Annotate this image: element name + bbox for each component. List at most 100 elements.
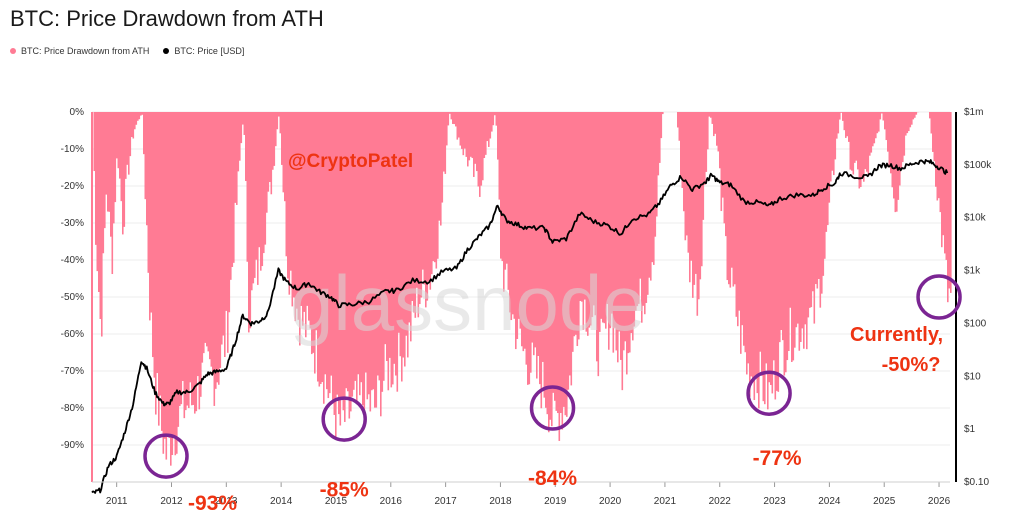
- price-line-layer: [91, 159, 949, 494]
- y-left-tick-label: -70%: [61, 366, 84, 377]
- drawdown-bar: [477, 112, 480, 187]
- drawdown-bar: [299, 112, 301, 346]
- drawdown-bar: [645, 112, 648, 303]
- drawdown-bar: [293, 112, 295, 298]
- drawdown-bar: [393, 112, 396, 364]
- drawdown-bar: [863, 112, 865, 182]
- drawdown-bar: [371, 112, 373, 391]
- drawdown-bar: [311, 112, 313, 355]
- drawdown-bar: [842, 112, 844, 121]
- drawdown-bar: [236, 112, 238, 205]
- drawdown-bar: [876, 112, 879, 134]
- drawdown-bar: [915, 112, 918, 115]
- drawdown-bar: [473, 112, 475, 177]
- drawdown-bar: [641, 112, 643, 323]
- drawdown-bar: [197, 112, 199, 377]
- drawdown-bar: [117, 112, 120, 169]
- drawdown-bar: [152, 112, 154, 358]
- drawdown-bar: [552, 112, 555, 393]
- drawdown-bar: [471, 112, 474, 159]
- drawdown-bar: [266, 112, 268, 213]
- drawdown-bar: [711, 112, 714, 124]
- drawdown-bar: [701, 112, 703, 267]
- drawdown-bar: [326, 112, 328, 390]
- drawdown-bar: [807, 112, 810, 318]
- drawdown-bar: [248, 112, 250, 333]
- drawdown-bar: [699, 112, 702, 280]
- drawdown-bar: [858, 112, 861, 189]
- drawdown-bar: [713, 112, 715, 137]
- legend-item-drawdown[interactable]: BTC: Price Drawdown from ATH: [10, 46, 149, 56]
- drawdown-bar: [495, 112, 498, 126]
- circle-2022-bottom: [746, 370, 792, 416]
- drawdown-bar: [639, 112, 642, 279]
- drawdown-bar: [483, 112, 486, 159]
- drawdown-bar: [435, 112, 438, 269]
- drawdown-bar: [195, 112, 198, 412]
- drawdown-bar: [354, 112, 357, 381]
- drawdown-bar: [423, 112, 426, 285]
- drawdown-bar: [845, 112, 847, 138]
- drawdown-bar: [153, 112, 156, 378]
- drawdown-bar: [636, 112, 639, 307]
- drawdown-bar: [734, 112, 736, 285]
- drawdown-bar: [204, 112, 207, 343]
- drawdown-bar: [750, 112, 753, 377]
- drawdown-bar: [755, 112, 757, 376]
- drawdown-bar: [629, 112, 631, 353]
- annotation-label-93: -93%: [188, 492, 237, 515]
- drawdown-bar: [942, 112, 945, 236]
- drawdown-bar: [732, 112, 735, 287]
- y-left-tick-label: 0%: [70, 107, 85, 118]
- drawdown-bar: [861, 112, 864, 179]
- drawdown-bar: [813, 112, 816, 324]
- drawdown-bar: [143, 112, 145, 155]
- drawdown-bar: [480, 112, 483, 186]
- drawdown-bar: [378, 112, 381, 381]
- drawdown-bar: [578, 112, 580, 340]
- y-left-tick-label: -20%: [61, 181, 84, 192]
- drawdown-bar: [425, 112, 427, 308]
- drawdown-bar: [714, 112, 717, 134]
- drawdown-bar: [129, 112, 132, 157]
- drawdown-bar: [891, 112, 894, 188]
- drawdown-bar: [804, 112, 807, 325]
- drawdown-bar: [885, 112, 888, 141]
- drawdown-bar: [779, 112, 781, 343]
- drawdown-bar: [416, 112, 418, 288]
- x-tick-label: 2016: [380, 496, 403, 507]
- drawdown-bar: [812, 112, 814, 292]
- drawdown-bar: [179, 112, 181, 407]
- drawdown-bar: [440, 112, 442, 226]
- drawdown-bar: [566, 112, 568, 417]
- drawdown-bar: [609, 112, 612, 329]
- author-tag: @CryptoPatel: [288, 151, 413, 172]
- drawdown-bar: [263, 112, 265, 254]
- drawdown-bar: [192, 112, 195, 405]
- drawdown-bar: [254, 112, 256, 278]
- drawdown-bar: [896, 112, 898, 212]
- drawdown-bar: [357, 112, 360, 375]
- drawdown-bar: [126, 112, 129, 165]
- drawdown-bar: [524, 112, 526, 349]
- drawdown-bar: [201, 112, 204, 363]
- legend-swatch-drawdown: [10, 48, 16, 54]
- drawdown-bar: [140, 112, 142, 116]
- drawdown-bar: [494, 112, 496, 116]
- drawdown-bar: [528, 112, 531, 385]
- drawdown-bar: [536, 112, 538, 379]
- drawdown-bar: [728, 112, 730, 285]
- drawdown-bar: [492, 112, 495, 126]
- drawdown-bar: [188, 112, 190, 409]
- drawdown-bar: [470, 112, 472, 157]
- drawdown-bar: [141, 112, 144, 115]
- drawdown-bar: [375, 112, 378, 408]
- drawdown-bar: [380, 112, 382, 417]
- drawdown-bar: [893, 112, 895, 199]
- drawdown-bar: [855, 112, 858, 161]
- drawdown-bar: [297, 112, 300, 320]
- legend-item-price[interactable]: BTC: Price [USD]: [163, 46, 244, 56]
- drawdown-bar: [389, 112, 391, 358]
- drawdown-bar: [194, 112, 196, 414]
